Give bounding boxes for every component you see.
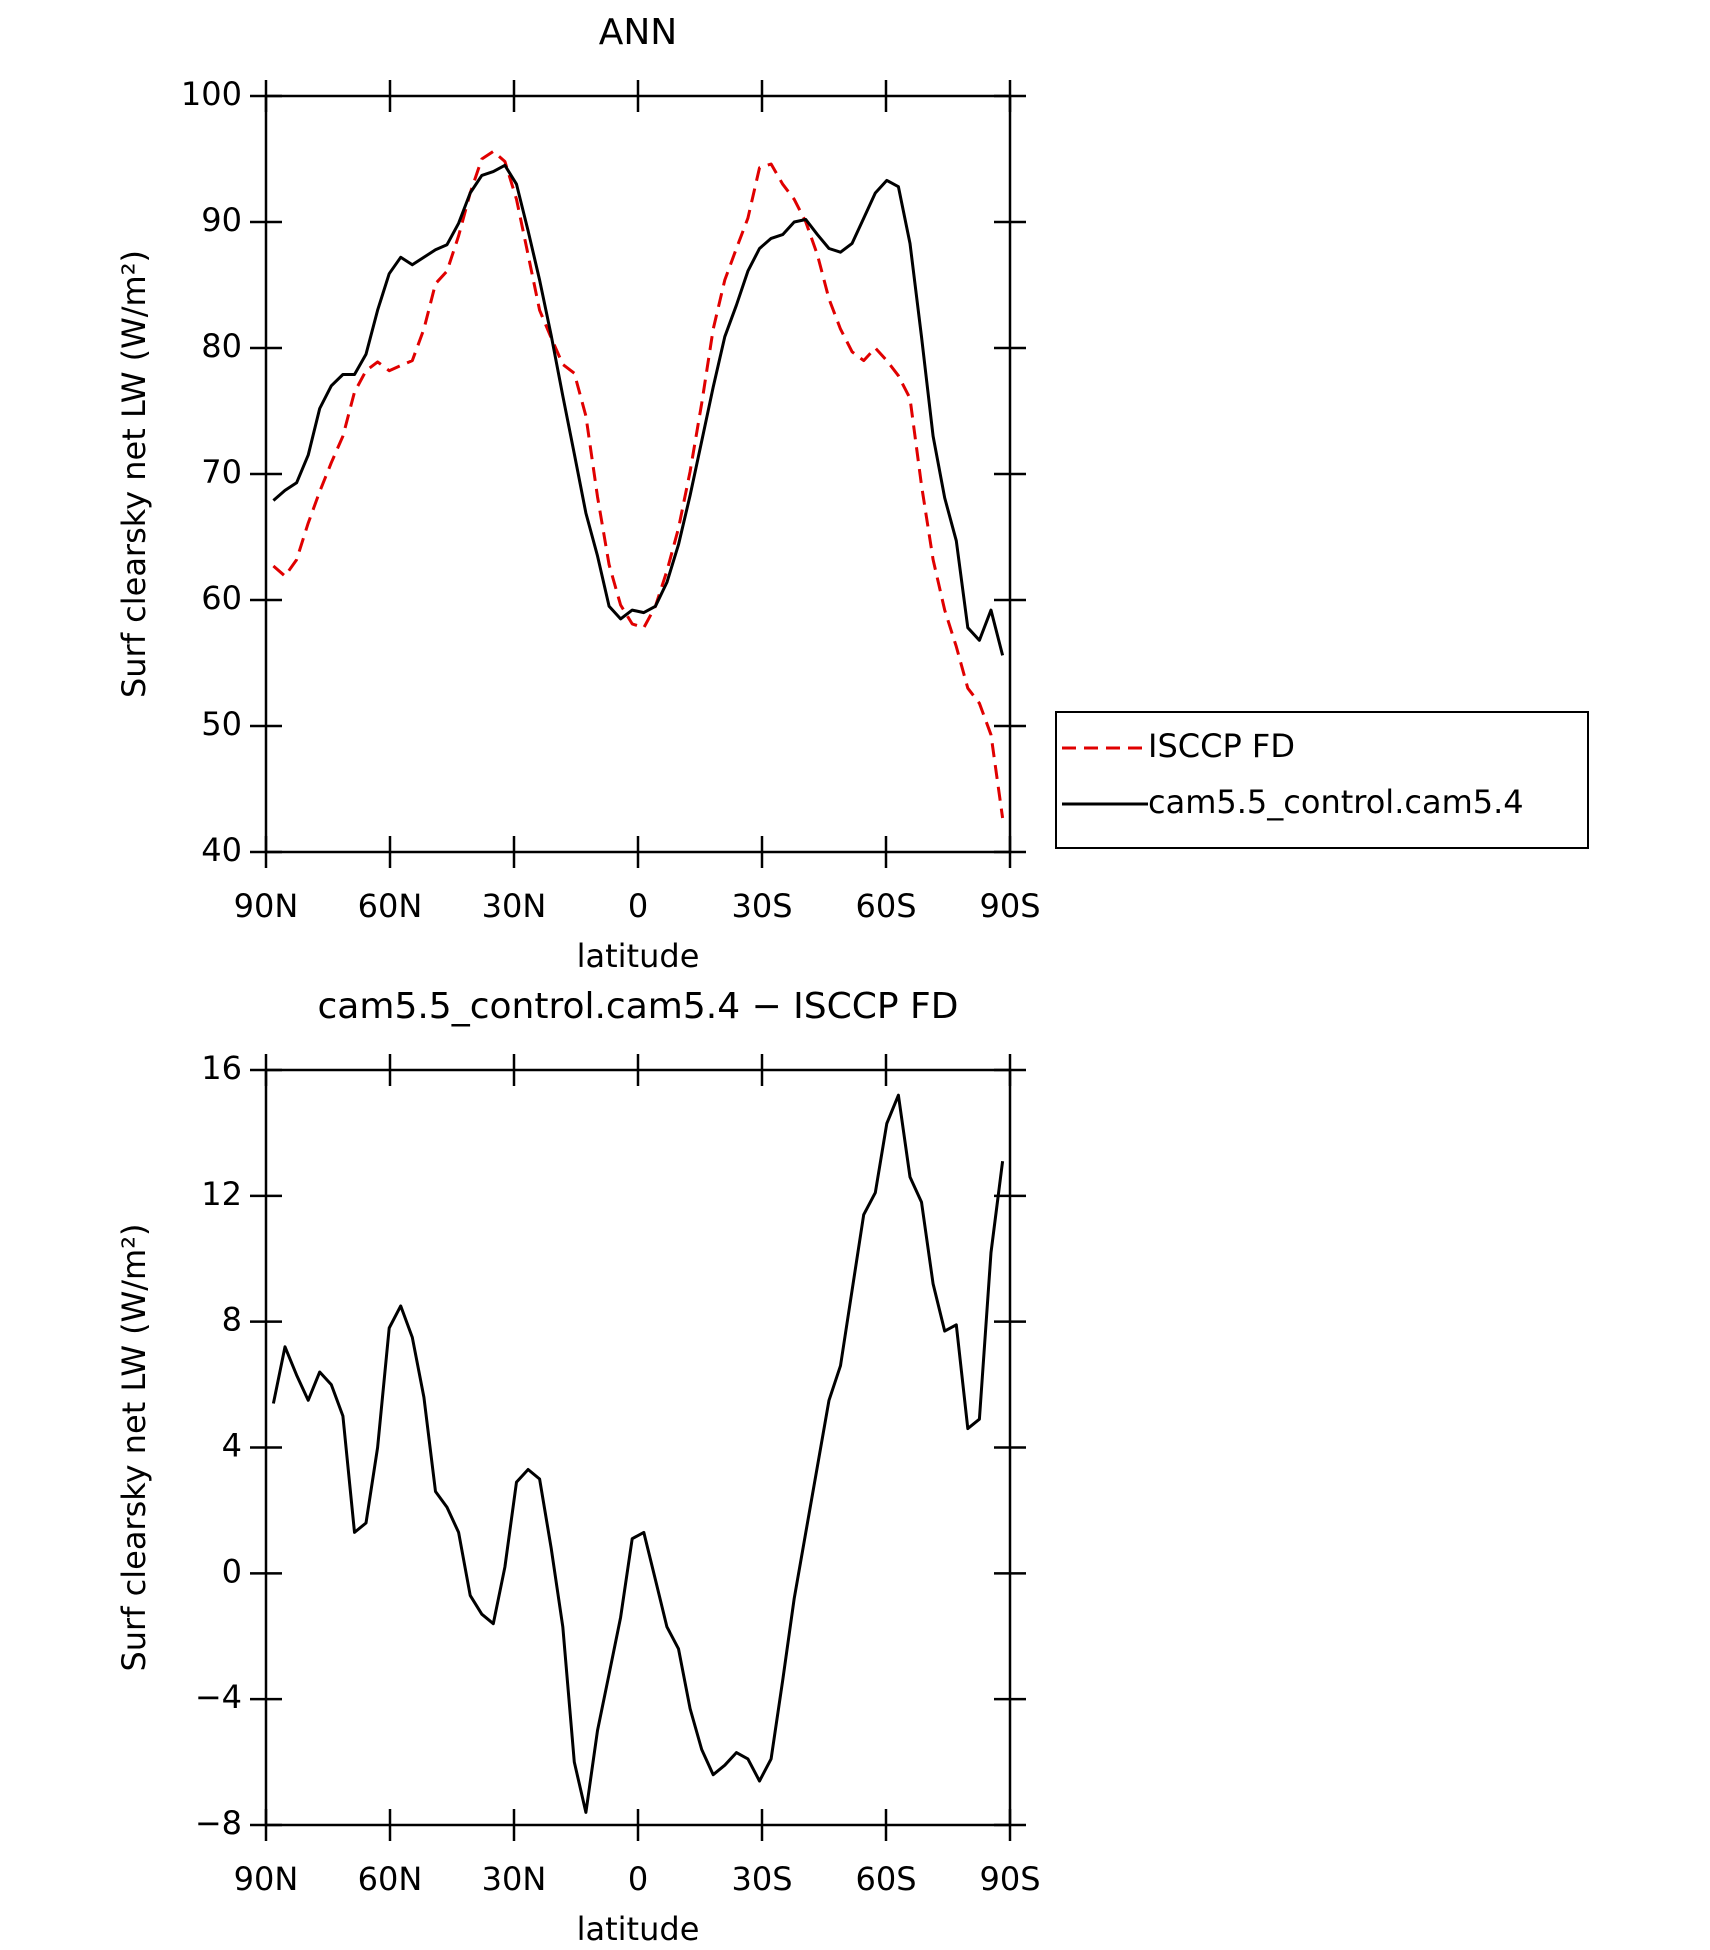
y-axis-label: Surf clearsky net LW (W/m²)	[115, 250, 153, 698]
x-tick-label: 90S	[979, 1860, 1040, 1898]
y-tick-label: 12	[201, 1175, 242, 1213]
x-tick-label: 0	[628, 1860, 648, 1898]
x-tick-label: 60N	[358, 887, 423, 925]
x-axis-label: latitude	[577, 1910, 700, 1948]
y-tick-label: 70	[201, 453, 242, 491]
legend-label: ISCCP FD	[1148, 727, 1295, 765]
x-tick-label: 60N	[358, 1860, 423, 1898]
x-tick-label: 90N	[234, 887, 299, 925]
x-tick-label: 90S	[979, 887, 1040, 925]
data-line	[272, 149, 1005, 819]
y-tick-label: 8	[222, 1301, 242, 1339]
x-tick-label: 30S	[731, 887, 792, 925]
y-tick-label: 40	[201, 831, 242, 869]
x-tick-label: 0	[628, 887, 648, 925]
y-tick-label: 60	[201, 579, 242, 617]
chart-title: cam5.5_control.cam5.4 − ISCCP FD	[318, 986, 959, 1027]
y-tick-label: −8	[195, 1804, 242, 1842]
data-line	[271, 1093, 1005, 1814]
y-tick-label: 4	[222, 1427, 242, 1465]
x-tick-label: 60S	[855, 1860, 916, 1898]
legend-box	[1055, 711, 1589, 849]
y-tick-label: 16	[201, 1049, 242, 1087]
y-tick-label: −4	[195, 1678, 242, 1716]
legend-label: cam5.5_control.cam5.4	[1148, 783, 1524, 821]
y-tick-label: 100	[181, 75, 242, 113]
chart-title: ANN	[599, 12, 678, 53]
data-line	[272, 163, 1005, 656]
y-tick-label: 50	[201, 705, 242, 743]
y-tick-label: 0	[222, 1552, 242, 1590]
x-tick-label: 30N	[482, 887, 547, 925]
x-tick-label: 30S	[731, 1860, 792, 1898]
x-axis-label: latitude	[577, 937, 700, 975]
x-tick-label: 90N	[234, 1860, 299, 1898]
y-axis-label: Surf clearsky net LW (W/m²)	[115, 1223, 153, 1671]
y-tick-label: 80	[201, 327, 242, 365]
x-tick-label: 60S	[855, 887, 916, 925]
y-tick-label: 90	[201, 201, 242, 239]
plot-frame	[264, 94, 1012, 854]
x-tick-label: 30N	[482, 1860, 547, 1898]
